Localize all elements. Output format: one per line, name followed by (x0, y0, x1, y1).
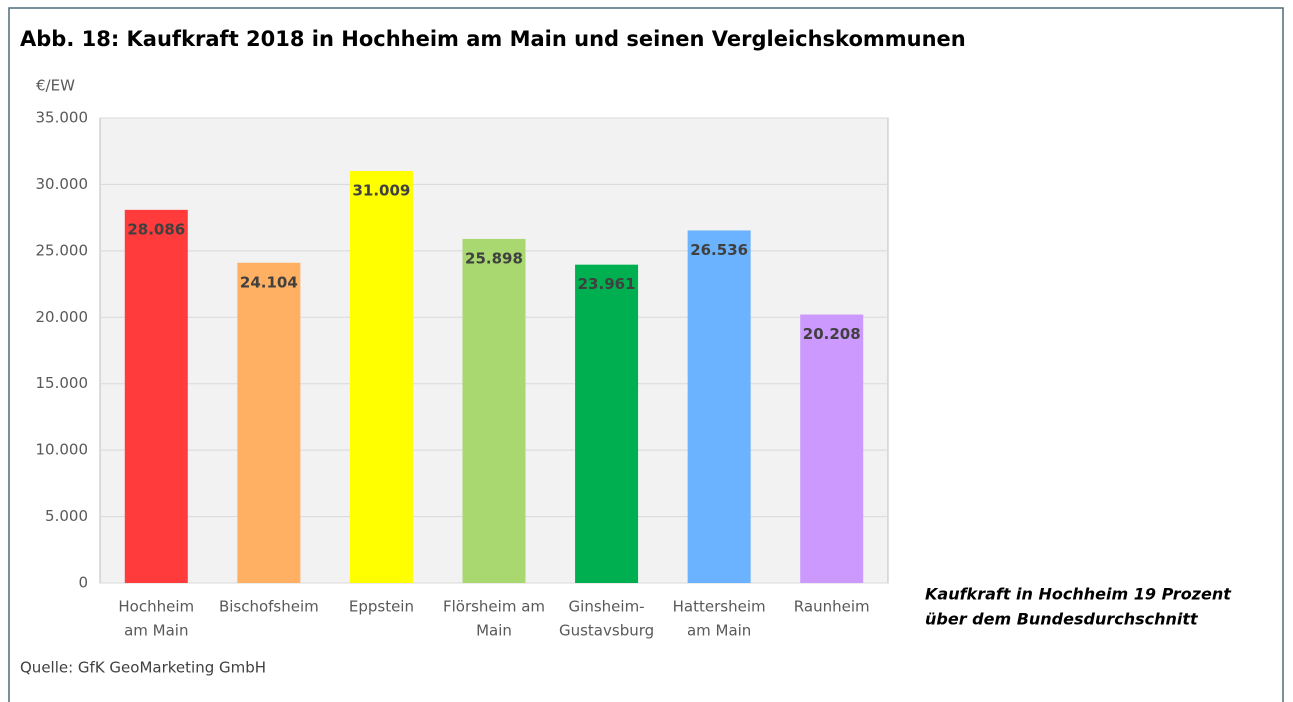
bar (462, 238, 526, 583)
y-tick-label: 25.000 (36, 241, 89, 259)
x-tick-label: Ginsheim- (569, 598, 645, 616)
x-tick-label: am Main (687, 622, 751, 640)
x-tick-label: Eppstein (349, 598, 414, 616)
chart-title: Abb. 18: Kaufkraft 2018 in Hochheim am M… (20, 27, 966, 51)
x-tick-label: Raunheim (794, 598, 870, 616)
value-label: 23.961 (578, 275, 636, 293)
y-tick-label: 35.000 (36, 109, 89, 127)
bar (124, 209, 188, 583)
value-label: 25.898 (465, 249, 523, 267)
value-label: 31.009 (352, 182, 410, 200)
y-tick-label: 10.000 (36, 441, 89, 459)
x-tick-label: Main (476, 622, 512, 640)
x-tick-label: Hattersheim (673, 598, 766, 616)
x-tick-label: Bischofsheim (219, 598, 319, 616)
bar (237, 262, 301, 583)
y-tick-label: 5.000 (45, 507, 88, 525)
value-label: 26.536 (690, 241, 748, 259)
x-tick-label: Gustavsburg (559, 622, 654, 640)
y-tick-label: 15.000 (36, 374, 89, 392)
y-tick-label: 0 (78, 574, 88, 592)
bar (349, 171, 413, 583)
frame (8, 7, 1284, 702)
y-tick-label: 30.000 (36, 175, 89, 193)
y-axis-label: €/EW (36, 77, 75, 95)
value-label: 24.104 (240, 273, 298, 291)
annotation: über dem Bundesdurchschnitt (925, 610, 1199, 629)
y-tick-label: 20.000 (36, 308, 89, 326)
value-label: 20.208 (803, 325, 861, 343)
annotation: Kaufkraft in Hochheim 19 Prozent (925, 585, 1232, 604)
bar (575, 264, 639, 583)
source: Quelle: GfK GeoMarketing GmbH (20, 659, 266, 677)
bar (687, 230, 751, 583)
value-label: 28.086 (127, 220, 185, 238)
bar (800, 314, 864, 583)
x-tick-label: Flörsheim am (443, 598, 545, 616)
x-tick-label: am Main (124, 622, 188, 640)
x-tick-label: Hochheim (118, 598, 194, 616)
